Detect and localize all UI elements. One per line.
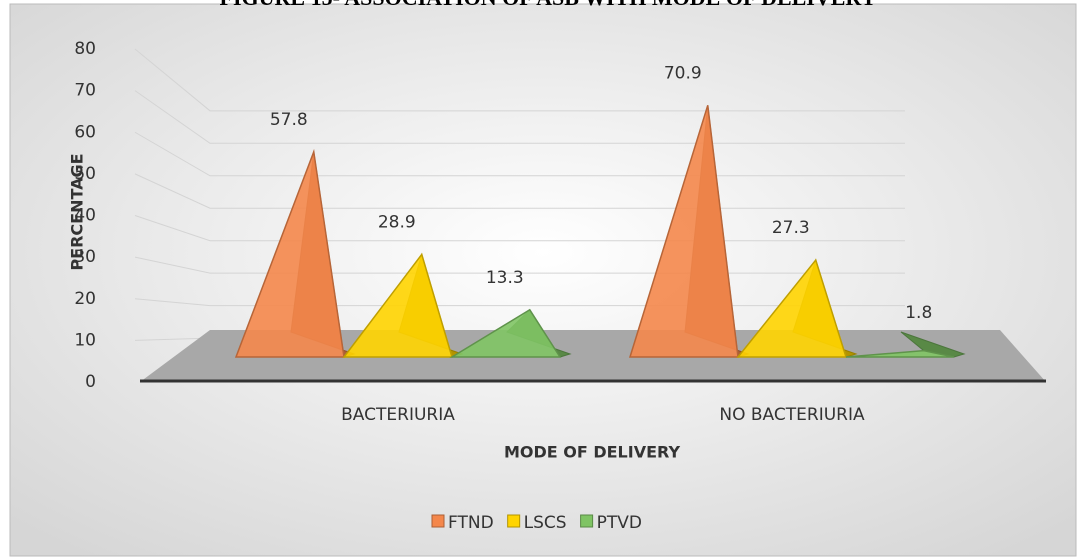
data-label: 1.8 [905, 303, 932, 323]
y-tick-label: 80 [74, 39, 96, 59]
pyramid-face [628, 105, 739, 358]
data-label: 57.8 [270, 110, 308, 130]
pyramid-face [449, 308, 562, 358]
y-tick-label: 0 [85, 372, 96, 392]
data-label: 13.3 [486, 268, 524, 288]
legend-swatch [507, 514, 521, 528]
y-axis-label: PERCENTAGE [68, 153, 87, 270]
pyramid [342, 252, 464, 358]
pyramid-face [234, 148, 345, 358]
y-tick-label: 30 [74, 247, 96, 267]
grid-line [134, 131, 905, 177]
grid-line [134, 90, 905, 144]
chart-background [9, 3, 1077, 557]
grid-line [134, 48, 905, 112]
pyramid [736, 258, 858, 358]
y-tick-label: 10 [74, 330, 96, 350]
y-tick-label: 60 [74, 122, 96, 142]
legend-label: LSCS [524, 513, 567, 533]
x-axis-label: MODE OF DELIVERY [504, 443, 681, 462]
legend: FTND LSCS PTVD [431, 513, 642, 533]
data-label: 70.9 [664, 63, 702, 83]
pyramid-face [736, 258, 848, 358]
y-tick-label: 50 [74, 164, 96, 184]
legend-swatch [431, 514, 445, 528]
pyramid [628, 105, 750, 358]
y-tick-label: 20 [74, 289, 96, 309]
legend-label: PTVD [597, 513, 642, 533]
legend-label: FTND [448, 513, 494, 533]
pyramid [449, 308, 572, 358]
x-tick-label: BACTERIURIA [341, 405, 455, 425]
legend-swatch [580, 514, 594, 528]
pyramid-face [342, 252, 454, 358]
y-tick-label: 40 [74, 206, 96, 226]
grid-line [134, 173, 905, 209]
y-tick-label: 70 [74, 81, 96, 101]
pyramid-face [845, 349, 955, 358]
data-label: 27.3 [772, 218, 810, 238]
chart-title: FIGURE 15- ASSOCIATION OF ASB WITH MODE … [220, 0, 877, 10]
x-tick-label: NO BACTERIURIA [719, 405, 865, 425]
data-label: 28.9 [378, 212, 416, 232]
pyramid [845, 331, 966, 358]
